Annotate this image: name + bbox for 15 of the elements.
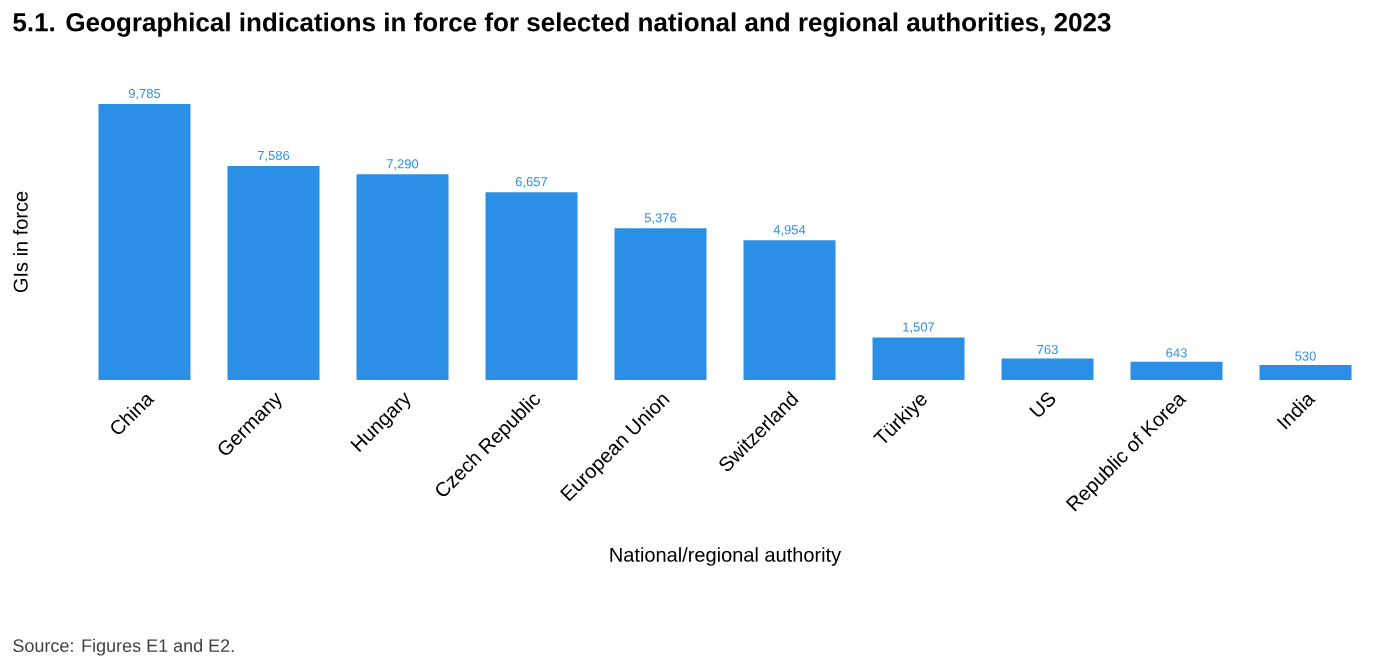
bar: [1130, 361, 1223, 380]
bar: [872, 337, 965, 380]
source-note: Source: Figures E1 and E2.: [13, 638, 234, 656]
chart-title: 5.1. Geographical indications in force for selected national and regional authorities, 2023: [13, 12, 1111, 37]
bar: [614, 228, 707, 380]
bar: [743, 240, 836, 380]
bar: [1259, 365, 1352, 380]
x-tick-label: US: [1029, 392, 1056, 417]
bar: [485, 192, 578, 380]
y-axis-title: GIs in force: [13, 191, 28, 293]
bar: [227, 166, 320, 380]
bar: [1001, 358, 1094, 380]
bar: [98, 103, 191, 380]
bar: [356, 174, 449, 380]
x-axis-title: National/regional authority: [610, 547, 842, 566]
